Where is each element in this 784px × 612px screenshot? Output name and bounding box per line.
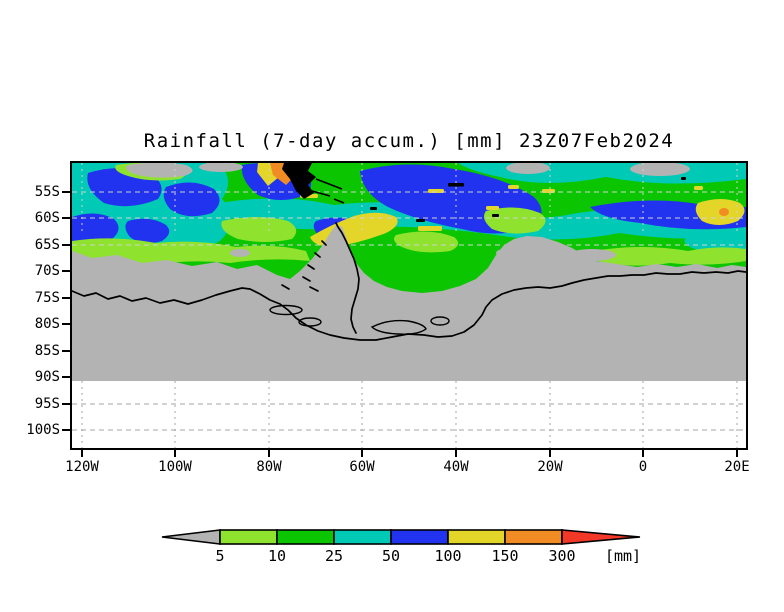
rainfall-map [72, 163, 746, 448]
heavy-rain-patch [719, 208, 729, 216]
map-plot-area [70, 161, 748, 450]
y-tick-label: 80S [34, 316, 60, 332]
x-tick-mark [455, 450, 457, 457]
heavy-rain-speck [694, 186, 703, 190]
y-tick-mark [62, 403, 70, 405]
y-tick-mark [62, 350, 70, 352]
colorbar-above-arrow [561, 529, 641, 545]
x-tick-label: 40W [443, 459, 469, 475]
colorbar-level-label: 50 [381, 547, 401, 565]
y-tick-label: 85S [34, 343, 60, 359]
south-america-tip [282, 163, 345, 204]
antarctic-peninsula-coastline [335, 222, 360, 334]
inner-contour-loops [269, 304, 450, 335]
peninsula-island-marks [281, 240, 327, 292]
x-tick-mark [81, 450, 83, 457]
x-tick-label: 120W [65, 459, 99, 475]
colorbar-level-label: 100 [434, 547, 462, 565]
y-tick-mark [62, 217, 70, 219]
rain-blob [72, 238, 310, 265]
x-tick-mark [549, 450, 551, 457]
y-tick-label: 75S [34, 290, 60, 306]
x-tick-mark [268, 450, 270, 457]
grid-lines [72, 163, 746, 448]
y-tick-mark [62, 191, 70, 193]
colorbar-level-label: 25 [324, 547, 344, 565]
low-rain-patch [126, 163, 193, 178]
rain-blob [484, 207, 546, 234]
y-tick-label: 70S [34, 263, 60, 279]
y-tick-label: 90S [34, 369, 60, 385]
chart-title: Rainfall (7-day accum.) [mm] 23Z07Feb202… [143, 130, 675, 152]
colorbar-level-label: 150 [491, 547, 519, 565]
colorbar-segment [447, 529, 506, 545]
x-tick-mark [642, 450, 644, 457]
colorbar [161, 529, 641, 545]
y-tick-mark [62, 429, 70, 431]
colorbar-segment [504, 529, 563, 545]
y-tick-mark [62, 297, 70, 299]
colorbar-segment [219, 529, 278, 545]
y-tick-label: 95S [34, 396, 60, 412]
x-tick-label: 80W [256, 459, 282, 475]
colorbar-segment [276, 529, 335, 545]
antarctic-coastline [72, 270, 746, 341]
low-rain-patch [630, 163, 690, 176]
rain-blob [221, 217, 297, 242]
islands [370, 177, 686, 222]
x-tick-label: 20W [537, 459, 563, 475]
heavy-rain-speck [418, 226, 442, 231]
colorbar-segment [390, 529, 449, 545]
y-tick-mark [62, 323, 70, 325]
heavy-rain-speck [508, 185, 519, 189]
x-tick-label: 20E [724, 459, 750, 475]
low-rain-patch [506, 163, 550, 174]
y-tick-mark [62, 376, 70, 378]
y-tick-mark [62, 244, 70, 246]
colorbar-below-arrow [161, 529, 221, 545]
colorbar-segment [333, 529, 392, 545]
rain-blob [163, 182, 220, 217]
y-tick-label: 60S [34, 210, 60, 226]
x-tick-label: 60W [349, 459, 375, 475]
y-tick-label: 100S [26, 422, 60, 438]
rain-blob [72, 213, 119, 244]
x-tick-label: 0 [638, 459, 648, 475]
y-tick-label: 55S [34, 184, 60, 200]
coastlines [72, 222, 746, 341]
x-tick-mark [736, 450, 738, 457]
colorbar-level-label: 5 [215, 547, 225, 565]
rain-blob [394, 231, 459, 253]
y-tick-label: 65S [34, 237, 60, 253]
y-tick-mark [62, 270, 70, 272]
colorbar-unit-label: [mm] [604, 547, 642, 565]
low-rain-patch [230, 249, 250, 257]
colorbar-level-label: 10 [267, 547, 287, 565]
x-tick-mark [174, 450, 176, 457]
rain-blob [590, 247, 746, 266]
antarctica-land-mask [72, 225, 746, 381]
x-tick-mark [361, 450, 363, 457]
low-rain-patch [199, 163, 243, 172]
x-tick-label: 100W [158, 459, 192, 475]
rain-blob [125, 218, 170, 244]
heavy-rain-speck [486, 206, 499, 210]
colorbar-level-label: 300 [548, 547, 576, 565]
